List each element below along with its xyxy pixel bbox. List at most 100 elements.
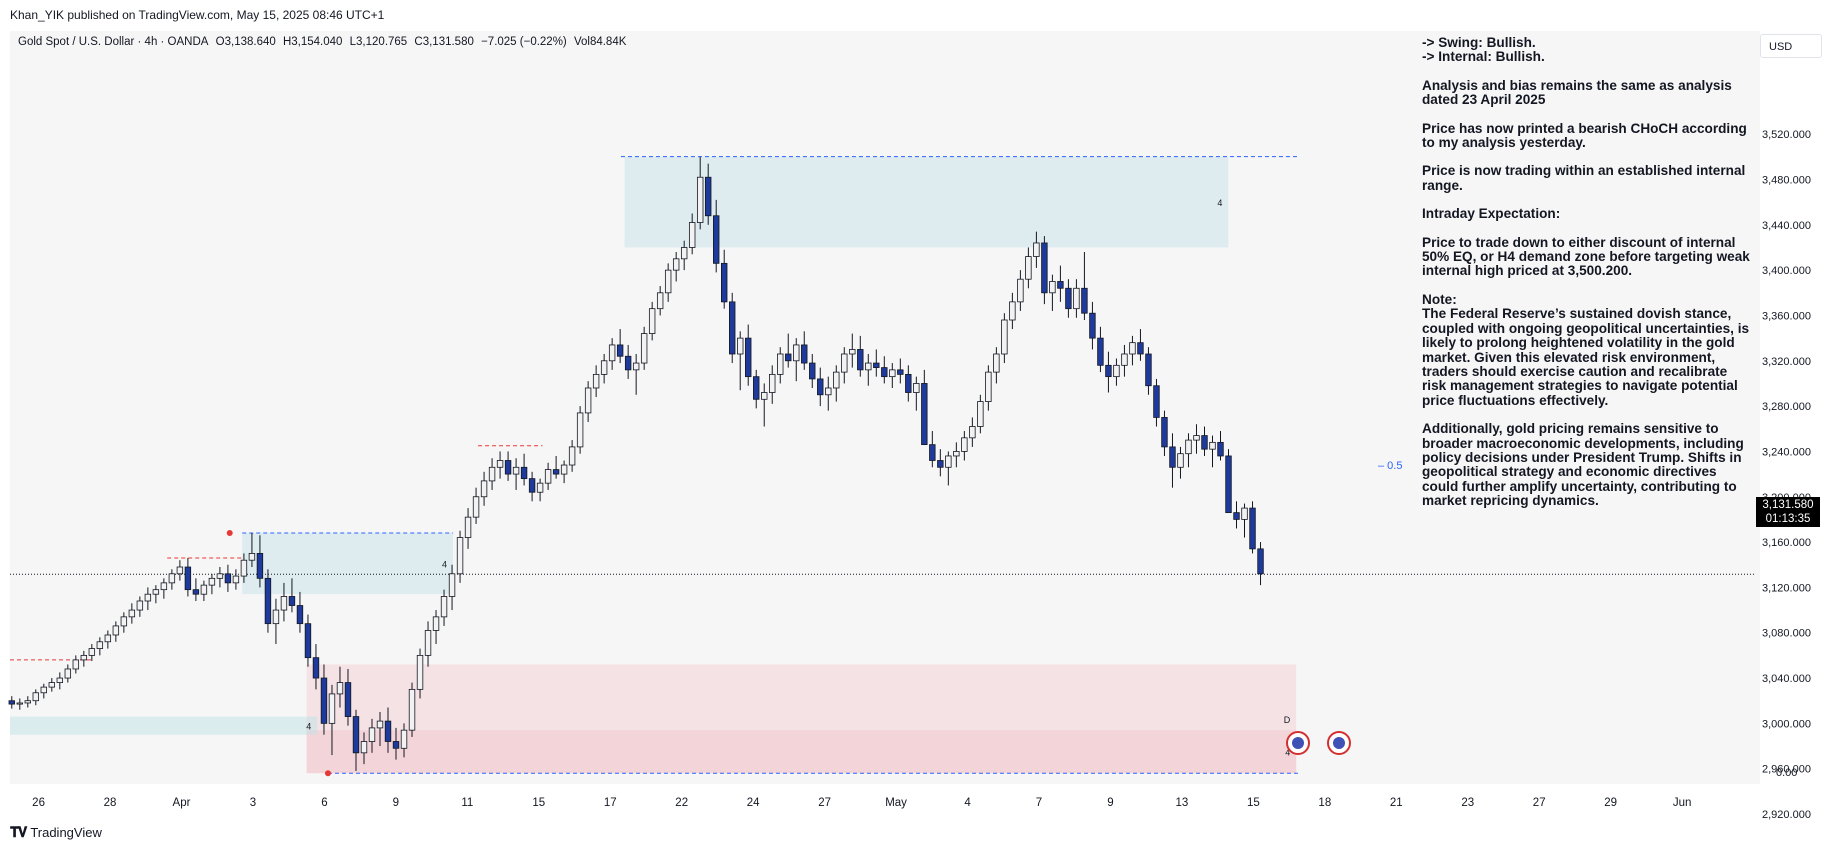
candle-down [1225,455,1232,514]
candle-up [608,344,616,362]
candle-down [1089,312,1096,339]
candle-down [1217,441,1224,457]
candle-up [472,496,480,518]
candle-down [857,349,864,371]
candle-down [1057,281,1064,289]
candle-up [1073,287,1080,310]
candle-down [937,460,944,468]
y-tick-label: 3,480.000 [1762,175,1811,187]
candle-down [881,367,888,378]
candle-down [552,469,560,475]
zone-demand-2 [306,664,1297,774]
candle-up [1121,353,1128,366]
candle-down [296,605,304,625]
zone-label-4: 4 [306,722,311,732]
candle-up [632,362,640,371]
candle-up [985,371,992,402]
analysis-para-3: Price is now trading within an establish… [1422,163,1746,193]
candle-down [8,700,15,705]
candle-up [993,353,1000,373]
y-tick-label: 3,520.000 [1762,129,1811,141]
candle-down [1081,287,1088,314]
candle-down [785,353,792,362]
x-tick-label: 13 [1176,797,1189,809]
analysis-para-1: Analysis and bias remains the same as an… [1422,77,1732,108]
candle-up [416,654,424,690]
candle-up [96,641,104,649]
eq-label: – 0.5 [1378,460,1402,472]
zone-label-0: 4 [1217,198,1222,208]
candle-up [769,373,776,393]
brand-footer[interactable]: 𝐓𝐕 TradingView [10,824,102,841]
candle-up [440,596,448,618]
candle-up [280,596,288,611]
x-tick-label: 9 [393,797,399,809]
chart-pane[interactable] [10,31,1760,784]
candle-down [312,657,320,679]
y-tick-label: 3,240.000 [1762,446,1811,458]
x-tick-label: 11 [461,797,473,809]
candle-up [488,466,496,482]
candle-down [624,355,632,371]
candle-up [1185,439,1192,455]
candle-up [568,446,576,466]
x-tick-label: 29 [1604,797,1617,809]
candle-up [1177,453,1184,468]
candle-up [536,482,544,493]
x-tick-label: 7 [1036,797,1042,809]
candle-down [745,337,752,378]
x-tick-label: 22 [675,797,688,809]
x-tick-label: 26 [32,797,45,809]
x-tick-label: 3 [250,797,256,809]
x-tick-label: 17 [604,797,617,809]
candle-up [120,616,128,627]
candle-up [48,682,56,688]
candle-up [136,600,144,611]
candle-down [352,716,360,754]
analysis-para-2: Price has now printed a bearish CHoCH ac… [1422,120,1747,151]
candle-down [729,301,736,355]
x-tick-label: May [885,797,907,809]
candle-down [1161,417,1168,448]
zone-label-2: D [1284,715,1291,725]
candle-down [753,376,760,400]
candle-down [320,677,328,724]
candle-up [368,727,376,742]
candle-up [376,720,384,729]
candle-down [384,720,392,742]
candle-up [1025,256,1032,280]
analysis-para-7: Additionally, gold pricing remains sensi… [1422,421,1744,509]
candle-down [256,553,264,579]
candle-up [456,537,464,575]
candle-up [961,437,968,452]
currency-button[interactable]: USD [1760,34,1822,58]
candle-up [1193,435,1200,441]
candle-down [1153,385,1160,418]
candle-up [128,609,136,618]
candle-up [1113,364,1120,378]
symbol-legend: Gold Spot / U.S. Dollar · 4h · OANDA O3,… [18,36,630,48]
y-tick-label: 3,440.000 [1762,220,1811,232]
candle-up [600,360,608,375]
candle-up [680,247,688,260]
candle-up [248,553,256,561]
us-flag-event-icon-inner [1292,737,1304,749]
candle-up [640,333,648,364]
candle-up [400,729,408,749]
candle-up [160,582,168,591]
candle-up [360,741,368,754]
candle-up [544,469,552,484]
candle-down [921,383,928,446]
x-tick-label: 18 [1318,797,1331,809]
candle-down [192,589,200,595]
candle-up [945,455,952,468]
candle-down [929,444,936,461]
candle-up [480,480,488,498]
candle-up [560,464,568,475]
candle-down [721,262,728,303]
y-tick-label: 2,960.000 [1762,764,1811,776]
candle-up [512,466,520,475]
candle-up [64,668,72,679]
candle-up [696,176,704,223]
